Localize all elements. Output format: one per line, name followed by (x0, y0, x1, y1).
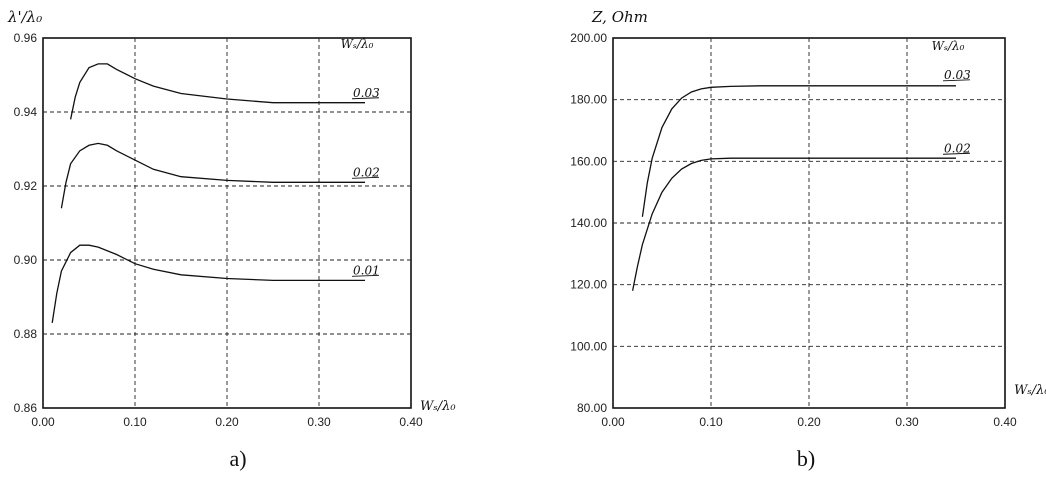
y-tick-label: 100.00 (570, 339, 607, 353)
y-tick-label: 0.88 (14, 327, 38, 341)
panel-caption-a: a) (229, 446, 246, 471)
series-lines-a (51, 63, 365, 323)
x-axis-label-b: Wₛ/λ₀ (1014, 383, 1046, 398)
y-tick-label: 0.90 (14, 253, 38, 267)
x-tick-label: 0.30 (307, 415, 331, 429)
series-label-underline (351, 274, 380, 277)
grid-a (43, 38, 411, 408)
series-line (641, 85, 956, 217)
x-tick-label: 0.20 (215, 415, 239, 429)
series-label: 0.01 (353, 263, 380, 277)
x-tick-label: 0.30 (895, 415, 919, 429)
y-tick-label: 0.94 (14, 105, 38, 119)
y-tick-label: 120.00 (570, 278, 607, 292)
y-tick-label: 0.96 (14, 31, 38, 45)
y-axis-label-a: λ'/λ₀ (7, 8, 42, 26)
legend-title-a: Wₛ/λ₀ (341, 37, 374, 51)
series-line (60, 142, 365, 209)
x-tick-label: 0.40 (399, 415, 423, 429)
series-label: 0.03 (353, 86, 380, 100)
x-tick-label: 0.00 (601, 415, 625, 429)
legend-title-b: Wₛ/λ₀ (932, 39, 965, 53)
series-labels-a: 0.03 0.02 0.01 (351, 86, 380, 277)
y-axis-label-b: Z, Ohm (591, 8, 648, 26)
series-line (51, 244, 365, 323)
tick-labels-b: 0.00 0.10 0.20 0.30 0.40 80.00 100.00 120.00 140… (570, 31, 1017, 429)
series-line (631, 157, 956, 291)
chart-panel-a: 0.00 0.10 0.20 0.30 0.40 0.86 0.88 0.90 0.92 0.94… (7, 8, 456, 471)
chart-panel-b: 0.00 0.10 0.20 0.30 0.40 80.00 100.00 120.00 140… (570, 8, 1046, 471)
series-label-underline (942, 79, 971, 82)
y-tick-label: 0.86 (14, 401, 38, 415)
series-line (69, 63, 365, 120)
y-tick-label: 80.00 (577, 401, 607, 415)
x-tick-label: 0.40 (993, 415, 1017, 429)
series-lines-b (631, 85, 956, 291)
y-tick-label: 140.00 (570, 216, 607, 230)
x-tick-label: 0.20 (797, 415, 821, 429)
series-label-underline (351, 97, 380, 100)
series-label: 0.02 (944, 141, 971, 155)
panel-caption-b: b) (797, 446, 815, 471)
y-tick-label: 200.00 (570, 31, 607, 45)
x-tick-label: 0.00 (31, 415, 55, 429)
series-label: 0.03 (944, 68, 971, 82)
tick-labels-a: 0.00 0.10 0.20 0.30 0.40 0.86 0.88 0.90 0.92 0.94… (14, 31, 423, 429)
series-label: 0.02 (353, 165, 380, 179)
series-labels-b: 0.03 0.02 (942, 68, 971, 155)
series-label-underline (942, 152, 971, 155)
y-tick-label: 0.92 (14, 179, 38, 193)
grid-b (613, 38, 1005, 408)
x-axis-label-a: Wₛ/λ₀ (420, 399, 456, 414)
y-tick-label: 160.00 (570, 154, 607, 168)
x-tick-label: 0.10 (699, 415, 723, 429)
series-label-underline (351, 176, 380, 179)
x-tick-label: 0.10 (123, 415, 147, 429)
y-tick-label: 180.00 (570, 93, 607, 107)
